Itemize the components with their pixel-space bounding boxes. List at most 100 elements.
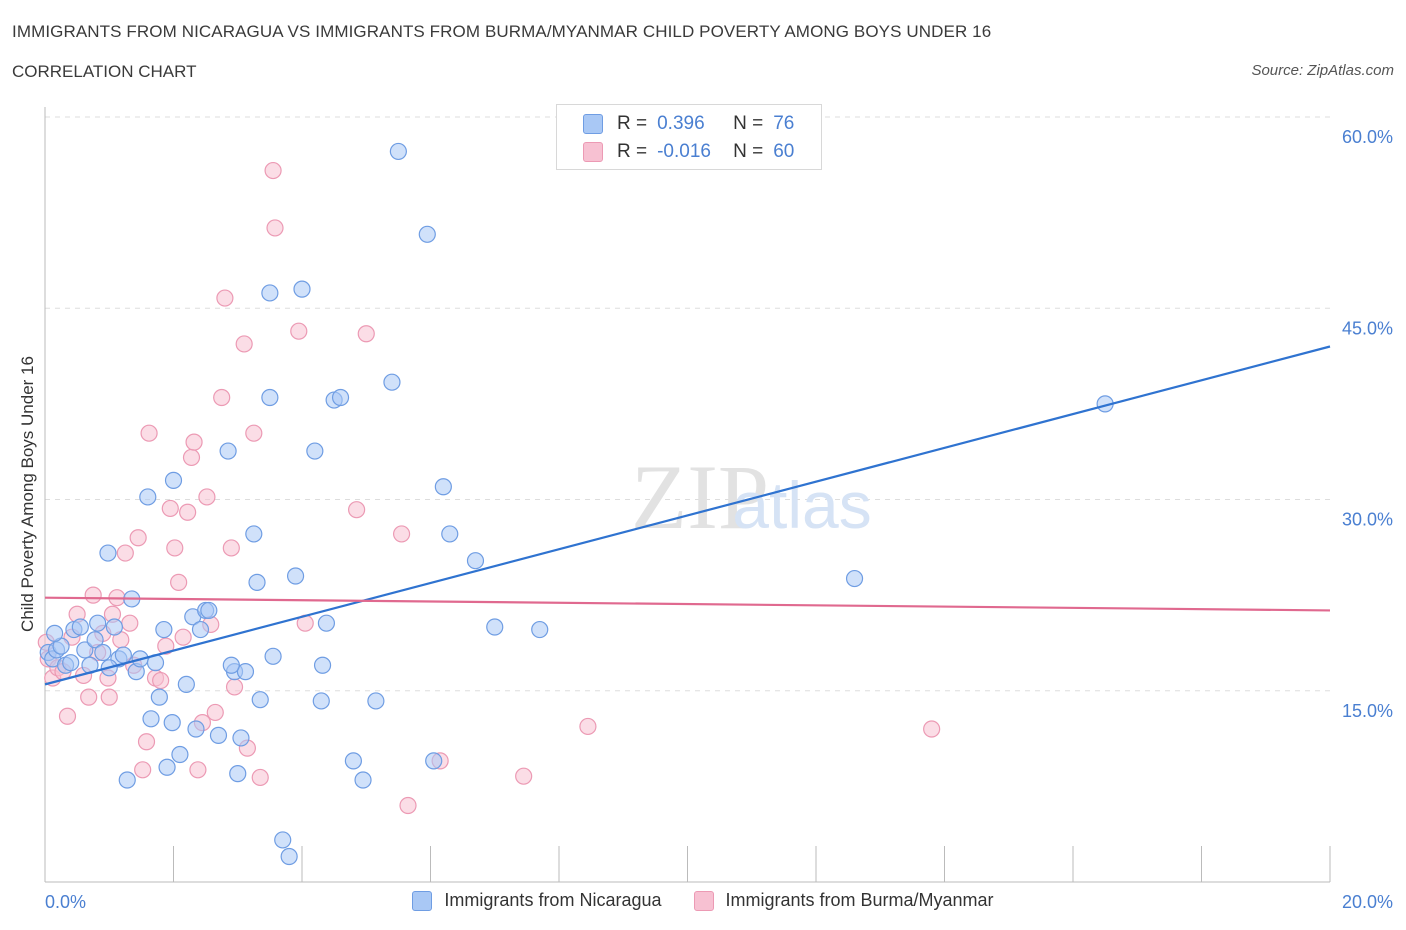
y-tick-label: 30.0% bbox=[1342, 510, 1393, 530]
point-burma bbox=[923, 720, 941, 738]
point-burma bbox=[185, 433, 203, 451]
point-burma bbox=[216, 289, 234, 307]
point-nicaragua bbox=[383, 373, 401, 391]
point-nicaragua bbox=[114, 646, 132, 664]
series-legend: Immigrants from Nicaragua Immigrants fro… bbox=[0, 890, 1406, 911]
point-nicaragua bbox=[434, 478, 452, 496]
point-nicaragua bbox=[367, 692, 385, 710]
point-nicaragua bbox=[150, 688, 168, 706]
point-burma bbox=[579, 717, 597, 736]
point-nicaragua bbox=[354, 771, 372, 789]
point-burma bbox=[235, 335, 253, 353]
legend-swatch-pink bbox=[693, 890, 714, 911]
point-burma bbox=[152, 671, 170, 690]
legend-n-value: 60 bbox=[773, 141, 795, 162]
point-nicaragua bbox=[531, 620, 549, 639]
legend-label-nicaragua: Immigrants from Nicaragua bbox=[444, 890, 662, 910]
legend-n-label: N = bbox=[733, 113, 764, 134]
point-burma bbox=[198, 488, 216, 506]
point-burma bbox=[170, 573, 188, 591]
legend-swatch-blue bbox=[583, 114, 603, 134]
point-burma bbox=[290, 322, 308, 340]
data-points bbox=[37, 123, 1114, 866]
point-burma bbox=[266, 219, 284, 237]
point-nicaragua bbox=[76, 641, 94, 659]
point-nicaragua bbox=[280, 847, 298, 866]
y-tick-label: 15.0% bbox=[1342, 701, 1393, 721]
y-tick-label: 45.0% bbox=[1342, 318, 1393, 338]
point-burma bbox=[116, 544, 134, 562]
legend-r-label: R = bbox=[617, 113, 648, 134]
point-burma bbox=[100, 688, 118, 706]
point-nicaragua bbox=[139, 488, 157, 506]
point-nicaragua bbox=[155, 620, 173, 639]
point-burma bbox=[134, 761, 152, 779]
point-burma bbox=[80, 688, 98, 706]
point-burma bbox=[206, 703, 224, 722]
point-burma bbox=[161, 499, 179, 518]
point-nicaragua bbox=[251, 691, 269, 709]
point-nicaragua bbox=[236, 663, 255, 681]
point-nicaragua bbox=[191, 620, 210, 639]
point-nicaragua bbox=[441, 525, 459, 543]
point-burma bbox=[348, 501, 366, 519]
point-burma bbox=[225, 678, 244, 696]
point-burma bbox=[182, 448, 201, 467]
point-burma bbox=[84, 586, 102, 604]
trend-lines bbox=[44, 345, 1331, 686]
legend-r-value: 0.396 bbox=[657, 113, 705, 134]
point-nicaragua bbox=[177, 675, 195, 693]
source-label: Source: ZipAtlas.com bbox=[1251, 62, 1394, 79]
point-nicaragua bbox=[248, 573, 266, 591]
point-burma bbox=[129, 529, 147, 547]
point-burma bbox=[140, 424, 158, 442]
y-tick-label: 60.0% bbox=[1342, 127, 1393, 147]
correlation-legend: R = 0.396 N = 76 R = -0.016 N = 60 bbox=[556, 104, 822, 170]
axes: 15.0% 30.0% 45.0% 60.0% 0.0% 20.0% bbox=[44, 107, 1393, 912]
point-nicaragua bbox=[344, 752, 362, 770]
point-nicaragua bbox=[331, 388, 350, 407]
point-burma bbox=[392, 525, 411, 543]
point-nicaragua bbox=[187, 720, 205, 738]
point-nicaragua bbox=[94, 643, 112, 662]
point-nicaragua bbox=[313, 656, 332, 674]
chart-subtitle: CORRELATION CHART bbox=[12, 62, 197, 81]
point-nicaragua bbox=[105, 618, 123, 636]
point-nicaragua bbox=[219, 442, 237, 460]
legend-swatch-pink bbox=[583, 142, 603, 162]
point-nicaragua bbox=[229, 765, 247, 783]
trend-line-burma bbox=[44, 596, 1331, 612]
legend-n-label: N = bbox=[733, 141, 764, 162]
point-nicaragua bbox=[209, 726, 228, 744]
point-nicaragua bbox=[46, 624, 64, 642]
point-nicaragua bbox=[89, 614, 107, 632]
point-nicaragua bbox=[312, 692, 330, 710]
point-burma bbox=[251, 768, 269, 787]
watermark-atlas: atlas bbox=[732, 468, 871, 542]
point-nicaragua bbox=[71, 618, 89, 636]
point-nicaragua bbox=[171, 745, 189, 764]
point-burma bbox=[166, 539, 184, 557]
point-nicaragua bbox=[845, 569, 864, 588]
point-nicaragua bbox=[86, 631, 104, 649]
point-burma bbox=[137, 733, 156, 751]
point-nicaragua bbox=[293, 280, 311, 298]
point-nicaragua bbox=[286, 567, 305, 585]
watermark-zip: ZIP bbox=[631, 446, 769, 548]
legend-swatch-blue bbox=[412, 890, 433, 911]
legend-item-nicaragua: Immigrants from Nicaragua bbox=[412, 890, 662, 911]
point-nicaragua bbox=[466, 552, 485, 570]
x-tick-label: 0.0% bbox=[45, 892, 86, 912]
legend-item-burma: Immigrants from Burma/Myanmar bbox=[693, 890, 994, 911]
point-nicaragua bbox=[222, 656, 240, 674]
point-burma bbox=[245, 424, 263, 442]
point-burma bbox=[357, 325, 375, 343]
legend-n-value: 76 bbox=[773, 113, 795, 134]
point-nicaragua bbox=[200, 601, 218, 620]
point-nicaragua bbox=[99, 544, 117, 562]
point-nicaragua bbox=[62, 654, 80, 672]
point-nicaragua bbox=[164, 471, 183, 489]
legend-row-nicaragua: R = 0.396 N = 76 bbox=[583, 111, 794, 137]
point-burma bbox=[222, 539, 240, 557]
